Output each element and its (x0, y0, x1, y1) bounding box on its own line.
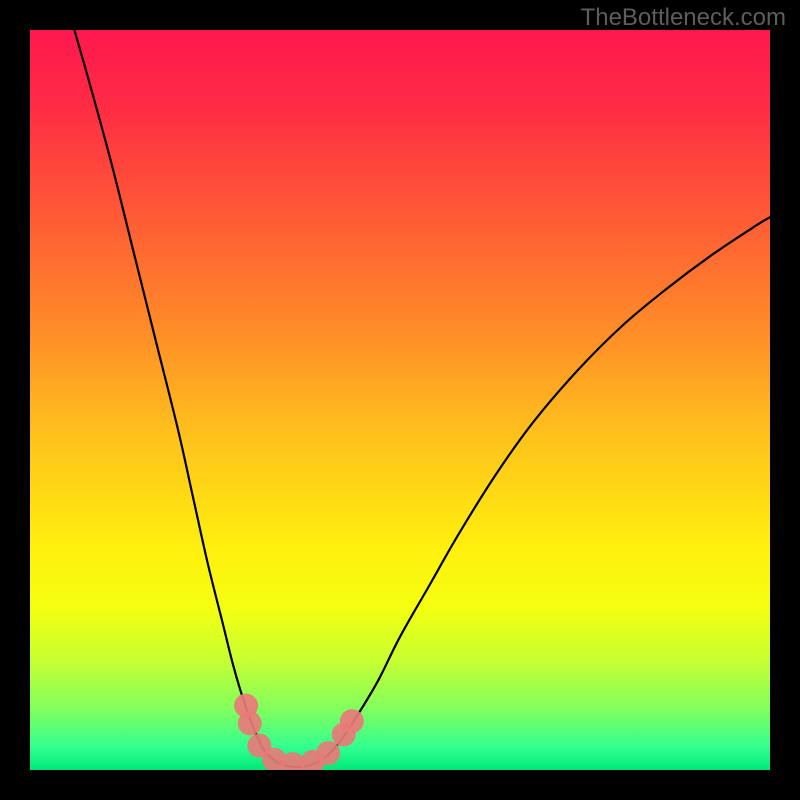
marker-dot (340, 709, 364, 733)
marker-dot (238, 711, 262, 735)
watermark-text: TheBottleneck.com (581, 4, 786, 32)
marker-dot (316, 741, 340, 765)
chart-container: TheBottleneck.com (0, 0, 800, 800)
bottleneck-chart (0, 0, 800, 800)
gradient-background (30, 30, 770, 770)
